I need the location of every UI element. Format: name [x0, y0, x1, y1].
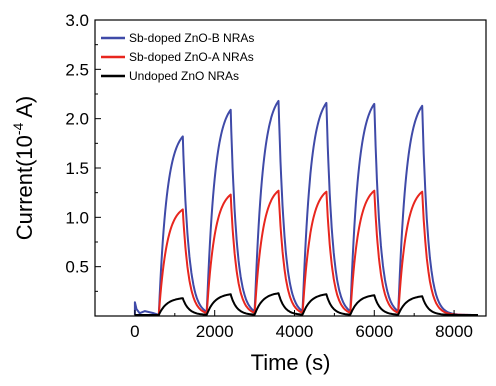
plot-frame: [94, 19, 487, 317]
x-tick-label: 0: [130, 322, 139, 341]
x-tick-label: 4000: [276, 322, 314, 341]
y-axis-title-main: Current(10: [12, 135, 37, 240]
y-tick-label: 0.5: [65, 258, 89, 277]
legend-label: Sb-doped ZnO-A NRAs: [129, 50, 254, 64]
legend-label: Sb-doped ZnO-B NRAs: [129, 31, 254, 45]
y-axis-title-unit: A): [12, 96, 37, 123]
y-tick-label: 1.5: [65, 159, 89, 178]
ticks-layer: 0 2000 4000 6000 8000 0.5 1.0 1.5 2.0 2.5 3.0: [65, 11, 473, 341]
series-layer: [133, 99, 478, 316]
y-axis-title: Current(10-4 A): [10, 96, 37, 241]
y-axis-title-exponent: -4: [10, 122, 26, 135]
legend-label: Undoped ZnO NRAs: [129, 69, 239, 83]
x-tick-label: 8000: [435, 322, 473, 341]
legend: Sb-doped ZnO-B NRAs Sb-doped ZnO-A NRAs Un…: [101, 31, 254, 83]
y-tick-label: 2.0: [65, 110, 89, 129]
y-tick-label: 2.5: [65, 60, 89, 79]
series-line: [134, 292, 478, 316]
x-axis-title: Time (s): [251, 350, 331, 375]
x-tick-label: 2000: [196, 322, 234, 341]
y-tick-label: 3.0: [65, 11, 89, 30]
y-tick-label: 1.0: [65, 208, 89, 227]
x-tick-label: 6000: [355, 322, 393, 341]
series-line: [133, 99, 478, 316]
